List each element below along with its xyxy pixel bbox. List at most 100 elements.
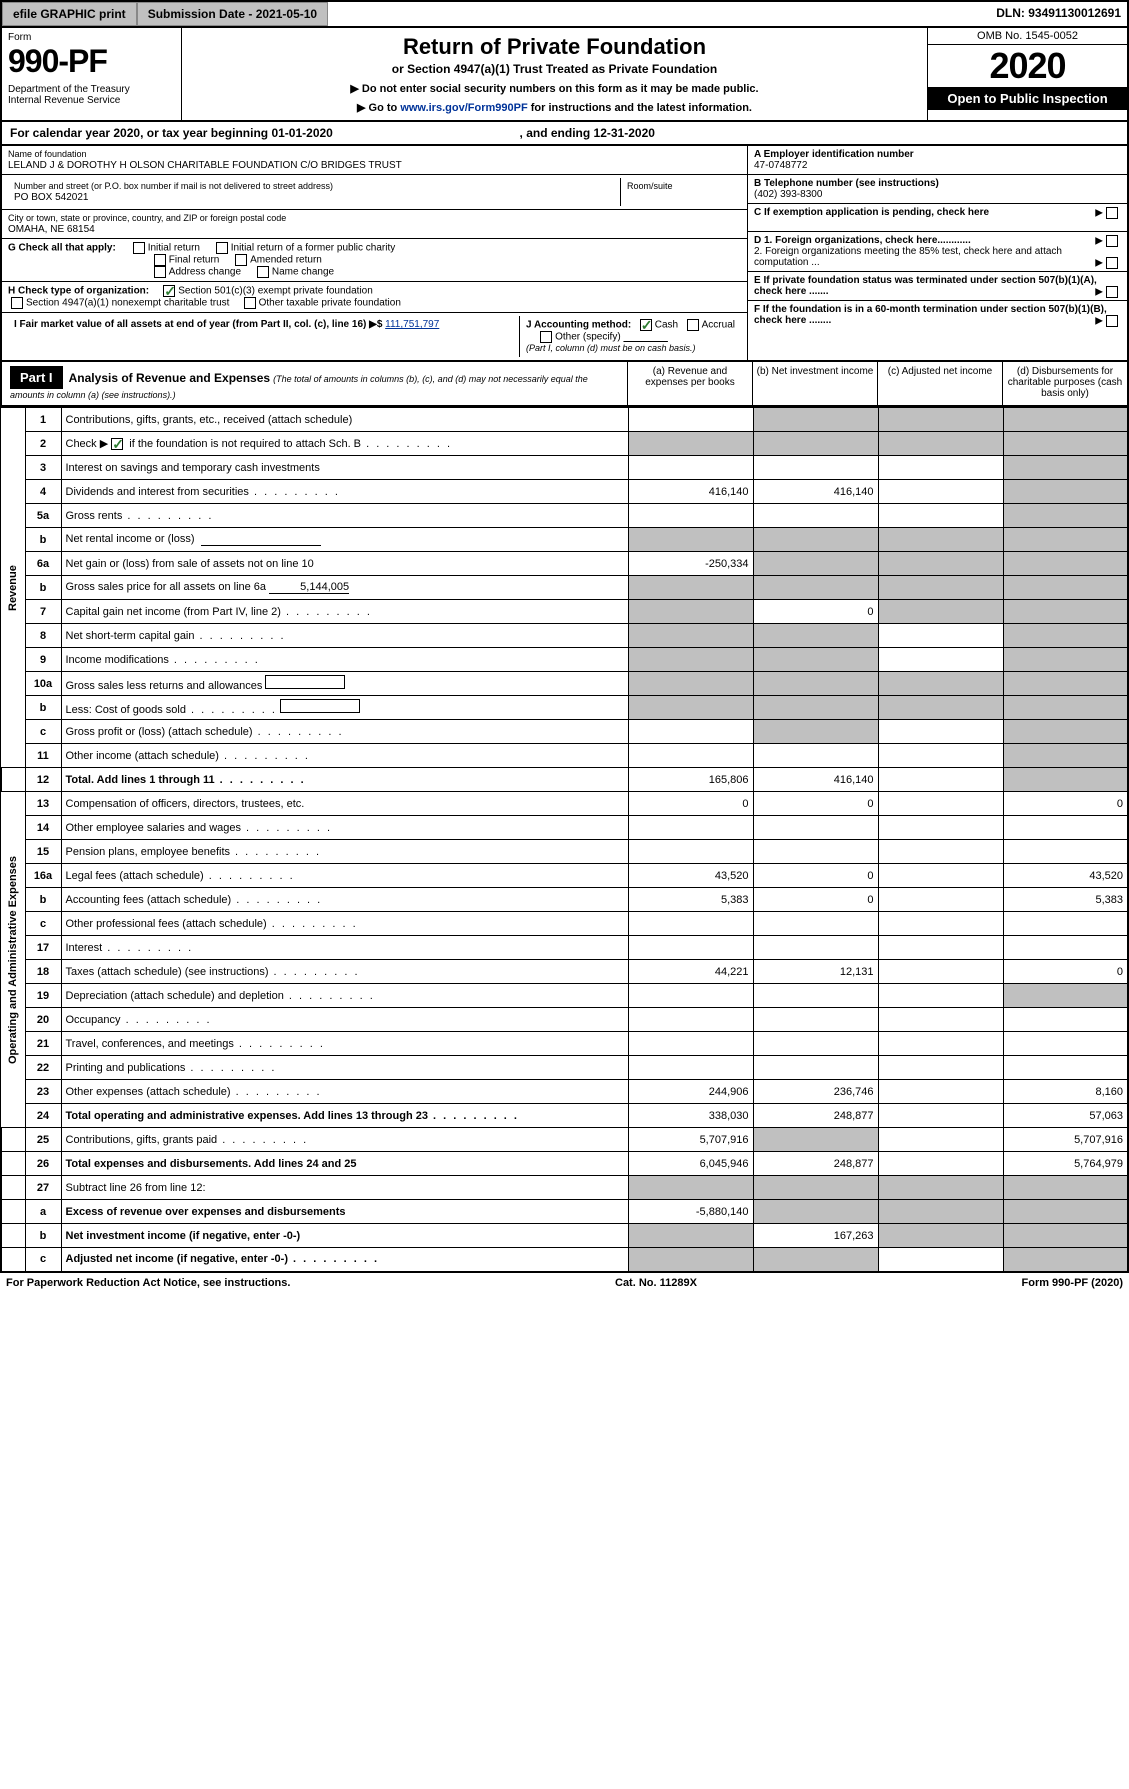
line-no: 13 (25, 792, 61, 816)
chk-d1[interactable] (1106, 235, 1118, 247)
irs-link[interactable]: www.irs.gov/Form990PF (400, 102, 527, 114)
table-row: 9 Income modifications (1, 648, 1128, 672)
chk-initial-former[interactable] (216, 242, 228, 254)
lbl-amended: Amended return (250, 255, 322, 266)
line-desc: Other professional fees (attach schedule… (66, 918, 267, 930)
chk-cash[interactable] (640, 319, 652, 331)
table-row: 2Check ▶ if the foundation is not requir… (1, 432, 1128, 456)
cell-val: 416,140 (753, 768, 878, 792)
open-inspection: Open to Public Inspection (928, 87, 1127, 110)
dept-label: Department of the Treasury (8, 84, 175, 95)
form-number: 990-PF (8, 43, 175, 80)
chk-final[interactable] (154, 254, 166, 266)
line-desc: Net short-term capital gain (66, 630, 195, 642)
j-note: (Part I, column (d) must be on cash basi… (526, 343, 696, 353)
line-desc: Other expenses (attach schedule) (66, 1086, 231, 1098)
cell-val: 416,140 (628, 480, 753, 504)
chk-501c3[interactable] (163, 285, 175, 297)
cell-val: 0 (753, 864, 878, 888)
table-row: 12Total. Add lines 1 through 11165,80641… (1, 768, 1128, 792)
table-row: 17Interest (1, 936, 1128, 960)
col-b-head: (b) Net investment income (752, 362, 877, 405)
lbl-other-method: Other (specify) (555, 332, 621, 343)
line-no: 21 (25, 1032, 61, 1056)
line-no: 25 (25, 1128, 61, 1152)
lbl-accrual: Accrual (702, 320, 735, 331)
city-value: OMAHA, NE 68154 (8, 224, 741, 235)
fmv-value[interactable]: 111,751,797 (385, 319, 439, 330)
line-desc: Travel, conferences, and meetings (66, 1038, 234, 1050)
chk-initial[interactable] (133, 242, 145, 254)
line-no: b (25, 1224, 61, 1248)
chk-f[interactable] (1106, 315, 1118, 327)
line-desc: Net rental income or (loss) (66, 533, 195, 545)
chk-d2[interactable] (1106, 257, 1118, 269)
calendar-year-row: For calendar year 2020, or tax year begi… (0, 122, 1129, 146)
line-desc: Check ▶ (66, 438, 109, 450)
chk-amended[interactable] (235, 254, 247, 266)
line-no: 14 (25, 816, 61, 840)
chk-4947[interactable] (11, 297, 23, 309)
cell-val: 0 (1003, 792, 1128, 816)
line-no: 5a (25, 504, 61, 528)
f-label: F If the foundation is in a 60-month ter… (754, 304, 1107, 326)
line-no: b (25, 576, 61, 600)
chk-addr-change[interactable] (154, 266, 166, 278)
table-row: bAccounting fees (attach schedule)5,3830… (1, 888, 1128, 912)
expenses-label: Operating and Administrative Expenses (1, 792, 25, 1128)
cell-val: 416,140 (753, 480, 878, 504)
line-no: 6a (25, 552, 61, 576)
line-no: 8 (25, 624, 61, 648)
submission-date: Submission Date - 2021-05-10 (137, 2, 328, 26)
table-row: 10aGross sales less returns and allowanc… (1, 672, 1128, 696)
tax-year: 2020 (928, 45, 1127, 87)
part1-header-row: Part I Analysis of Revenue and Expenses … (0, 362, 1129, 407)
line-desc: Excess of revenue over expenses and disb… (61, 1200, 628, 1224)
table-row: bNet investment income (if negative, ent… (1, 1224, 1128, 1248)
chk-e[interactable] (1106, 286, 1118, 298)
line-desc: Dividends and interest from securities (66, 486, 249, 498)
line-desc: Income modifications (66, 654, 169, 666)
cell-val: 5,144,005 (269, 581, 349, 594)
line-desc: Gross sales price for all assets on line… (66, 581, 267, 593)
chk-other-taxable[interactable] (244, 297, 256, 309)
table-row: 18Taxes (attach schedule) (see instructi… (1, 960, 1128, 984)
table-row: 27Subtract line 26 from line 12: (1, 1176, 1128, 1200)
line-no: 3 (25, 456, 61, 480)
table-row: 4Dividends and interest from securities4… (1, 480, 1128, 504)
warning-2-pre: ▶ Go to (357, 102, 400, 114)
chk-other-method[interactable] (540, 331, 552, 343)
table-row: Operating and Administrative Expenses 13… (1, 792, 1128, 816)
table-row: 21 Travel, conferences, and meetings (1, 1032, 1128, 1056)
chk-sch-b[interactable] (111, 438, 123, 450)
form-header: Form 990-PF Department of the Treasury I… (0, 28, 1129, 122)
line-desc: Accounting fees (attach schedule) (66, 894, 232, 906)
efile-print-button[interactable]: efile GRAPHIC print (2, 2, 137, 26)
line-no: 27 (25, 1176, 61, 1200)
chk-name-change[interactable] (257, 266, 269, 278)
cell-val: 43,520 (628, 864, 753, 888)
page-footer: For Paperwork Reduction Act Notice, see … (0, 1273, 1129, 1293)
tel-label: B Telephone number (see instructions) (754, 178, 1121, 189)
line-desc: Contributions, gifts, grants, etc., rece… (61, 408, 628, 432)
line-no: 20 (25, 1008, 61, 1032)
e-label: E If private foundation status was termi… (754, 275, 1097, 297)
g-label: G Check all that apply: (8, 243, 116, 254)
line-desc: Net gain or (loss) from sale of assets n… (61, 552, 628, 576)
chk-accrual[interactable] (687, 319, 699, 331)
table-row: 6aNet gain or (loss) from sale of assets… (1, 552, 1128, 576)
col-a-head: (a) Revenue and expenses per books (627, 362, 752, 405)
part1-table: Revenue 1Contributions, gifts, grants, e… (0, 407, 1129, 1273)
line-no: b (25, 888, 61, 912)
form-label: Form (8, 32, 175, 43)
line-no: 11 (25, 744, 61, 768)
irs-label: Internal Revenue Service (8, 95, 175, 106)
line-desc: Capital gain net income (from Part IV, l… (66, 606, 281, 618)
line-desc: Occupancy (66, 1014, 121, 1026)
cal-mid: , and ending (520, 126, 594, 140)
warning-2-post: for instructions and the latest informat… (528, 102, 752, 114)
chk-c[interactable] (1106, 207, 1118, 219)
lbl-final: Final return (169, 255, 220, 266)
line-no: 9 (25, 648, 61, 672)
line-no: 15 (25, 840, 61, 864)
